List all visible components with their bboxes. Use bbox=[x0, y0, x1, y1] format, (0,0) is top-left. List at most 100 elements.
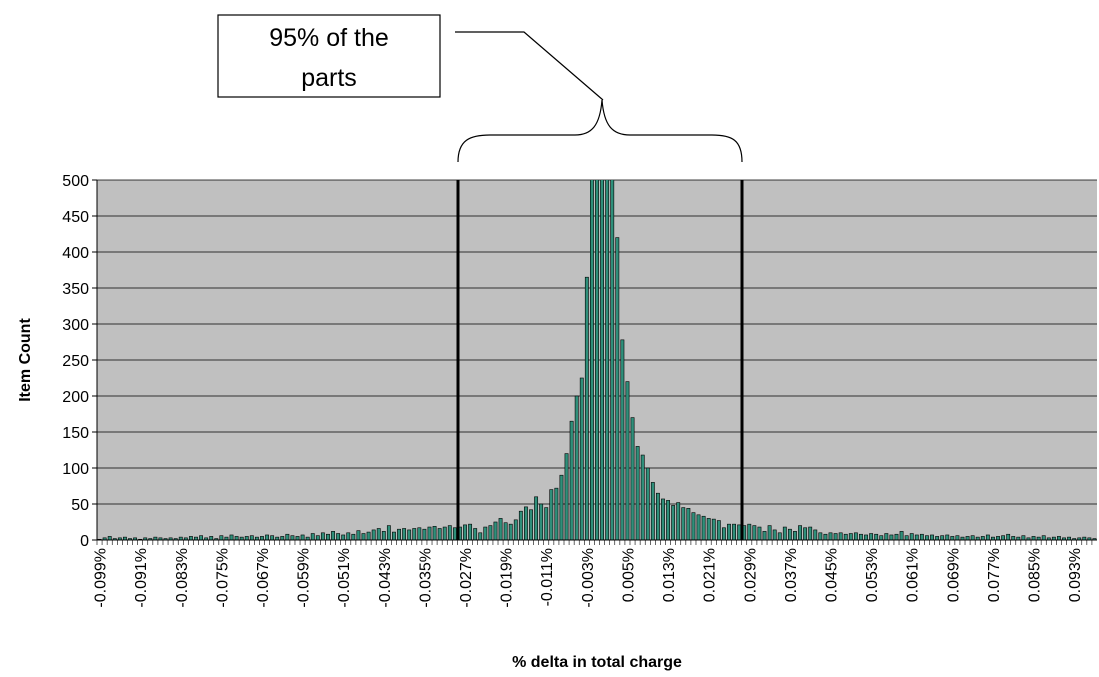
bar bbox=[671, 505, 676, 540]
callout-text: 95% of the bbox=[269, 24, 389, 52]
bar bbox=[508, 523, 513, 540]
bar bbox=[249, 535, 254, 540]
bar bbox=[270, 535, 275, 540]
y-tick-label: 50 bbox=[71, 497, 89, 514]
bar bbox=[853, 532, 858, 540]
bar bbox=[884, 533, 889, 540]
bar bbox=[529, 509, 533, 540]
bar bbox=[925, 535, 929, 540]
y-tick-label: 100 bbox=[62, 461, 89, 478]
bar bbox=[209, 536, 214, 540]
bar bbox=[412, 528, 417, 540]
bar bbox=[889, 534, 894, 540]
bar bbox=[1041, 535, 1046, 540]
bar bbox=[386, 525, 391, 540]
bar bbox=[188, 536, 193, 540]
bar bbox=[767, 525, 772, 540]
x-tick-label: 0.013% bbox=[661, 548, 678, 602]
x-tick-label: -0.027% bbox=[458, 548, 475, 608]
bar bbox=[234, 536, 239, 540]
x-tick-label: -0.075% bbox=[214, 548, 231, 608]
bar bbox=[524, 506, 528, 540]
y-tick-label: 150 bbox=[62, 425, 89, 442]
bar bbox=[554, 487, 559, 540]
bar bbox=[716, 520, 721, 540]
bar bbox=[747, 523, 752, 540]
bar bbox=[513, 519, 518, 540]
bar bbox=[503, 522, 508, 540]
bar bbox=[285, 533, 290, 540]
x-tick-label: -0.003% bbox=[580, 548, 597, 608]
bar bbox=[772, 529, 777, 540]
bar bbox=[686, 508, 691, 540]
bar bbox=[595, 180, 599, 540]
bar bbox=[818, 532, 823, 540]
bar bbox=[199, 535, 203, 540]
bar bbox=[315, 535, 320, 540]
bar bbox=[691, 512, 696, 540]
bar bbox=[930, 534, 934, 540]
x-tick-label: -0.019% bbox=[499, 548, 516, 608]
bar bbox=[737, 524, 742, 540]
bar bbox=[711, 518, 716, 540]
bar bbox=[869, 533, 874, 540]
x-tick-label: -0.091% bbox=[133, 548, 150, 608]
bar bbox=[452, 527, 457, 540]
x-tick-label: -0.011% bbox=[539, 548, 556, 606]
bar bbox=[782, 526, 787, 540]
bar bbox=[1046, 537, 1051, 540]
bar bbox=[965, 536, 970, 540]
bar bbox=[808, 526, 813, 540]
bar bbox=[402, 528, 407, 540]
bar bbox=[828, 532, 833, 540]
bar bbox=[295, 536, 300, 540]
bar bbox=[381, 531, 386, 540]
bar bbox=[422, 528, 427, 540]
x-tick-label: -0.035% bbox=[417, 548, 434, 608]
callout-text: parts bbox=[301, 64, 357, 92]
bar bbox=[666, 500, 670, 540]
x-tick-label: 0.085% bbox=[1027, 548, 1044, 602]
bar bbox=[534, 496, 539, 540]
bar bbox=[945, 534, 950, 540]
bar bbox=[859, 533, 863, 540]
bar bbox=[899, 531, 904, 540]
bar bbox=[559, 474, 564, 540]
bar bbox=[392, 531, 396, 540]
bar bbox=[935, 536, 940, 540]
y-tick-label: 0 bbox=[80, 533, 89, 550]
bar bbox=[996, 536, 1000, 540]
bar bbox=[625, 381, 630, 540]
bar bbox=[473, 528, 478, 540]
bar bbox=[798, 525, 802, 540]
bar bbox=[803, 527, 808, 540]
x-tick-label: 0.077% bbox=[986, 548, 1003, 602]
bar bbox=[442, 526, 447, 540]
y-tick-label: 250 bbox=[62, 353, 89, 370]
bar bbox=[970, 535, 975, 540]
bar bbox=[549, 489, 554, 540]
bar bbox=[950, 536, 955, 540]
bar bbox=[244, 536, 249, 540]
bar bbox=[1087, 537, 1092, 540]
bar bbox=[640, 454, 645, 540]
bar bbox=[909, 533, 914, 540]
bar bbox=[320, 532, 325, 540]
bar bbox=[488, 525, 493, 540]
bar bbox=[1057, 536, 1061, 540]
bar bbox=[864, 534, 868, 540]
bar bbox=[219, 535, 224, 540]
bar bbox=[351, 533, 356, 540]
bar bbox=[432, 526, 437, 540]
x-tick-label: 0.037% bbox=[783, 548, 800, 602]
y-tick-label: 450 bbox=[62, 209, 89, 226]
bar bbox=[260, 536, 264, 540]
leader-line bbox=[455, 31, 604, 101]
bar bbox=[361, 533, 366, 540]
bar bbox=[1011, 536, 1016, 540]
bar bbox=[584, 276, 589, 540]
bar bbox=[589, 180, 594, 540]
bar bbox=[498, 518, 503, 540]
x-tick-label: 0.021% bbox=[702, 548, 719, 602]
